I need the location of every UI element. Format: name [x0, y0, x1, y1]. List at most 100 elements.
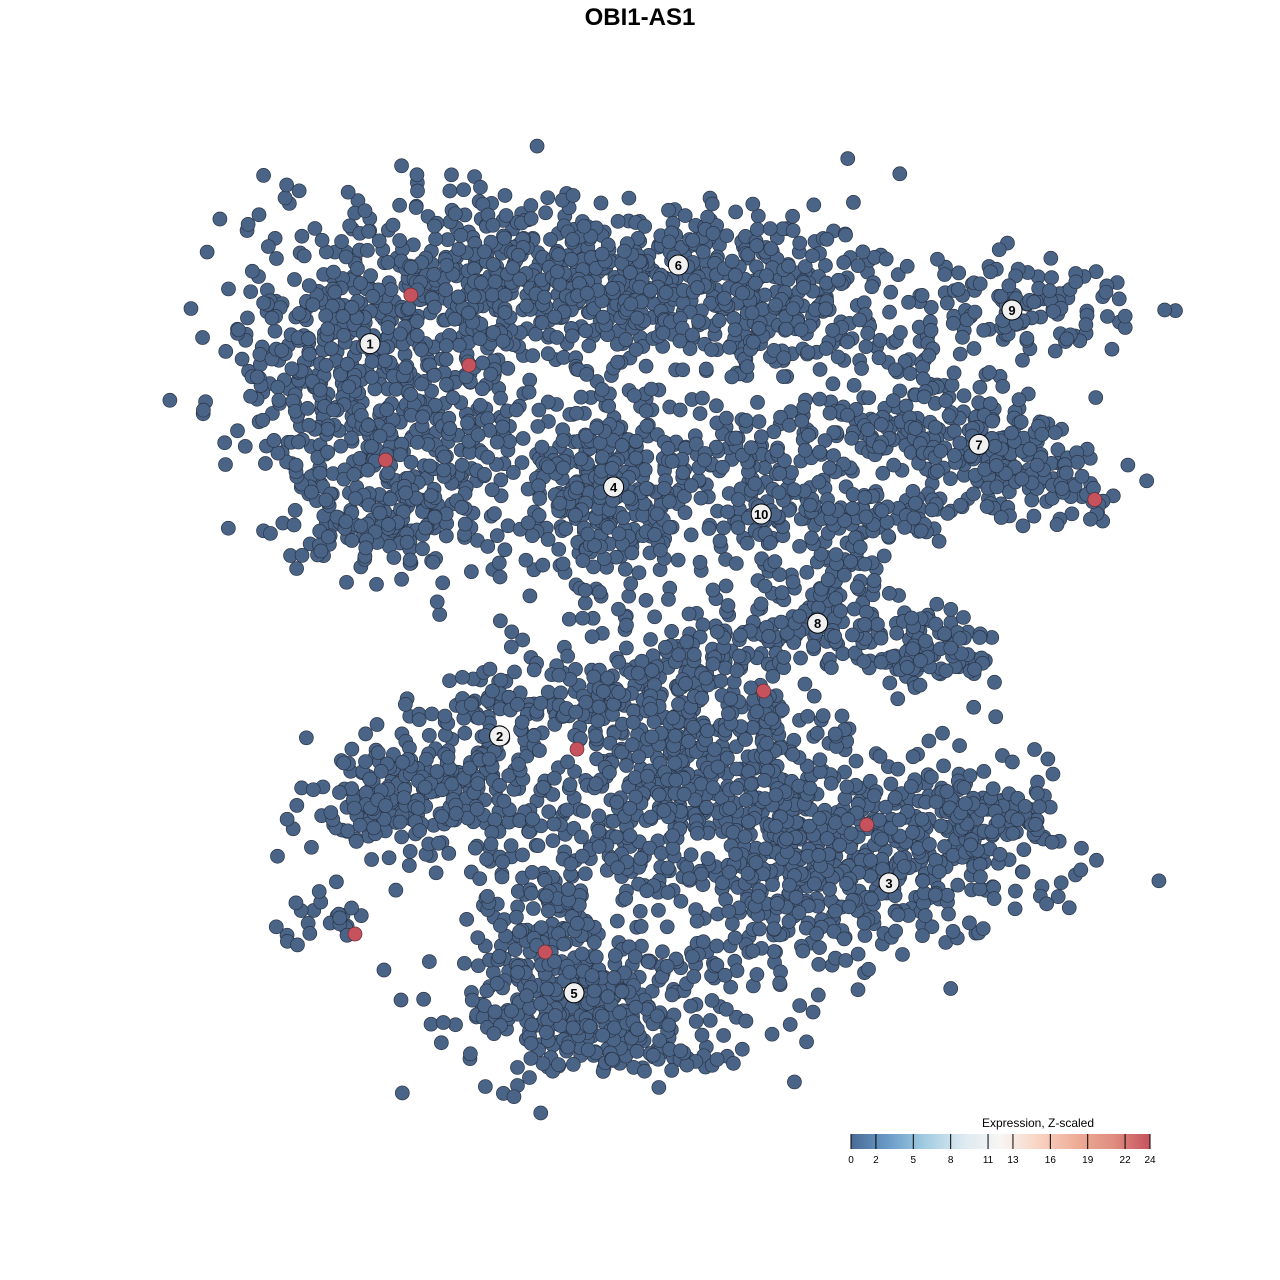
data-point — [1031, 799, 1047, 815]
data-point — [757, 578, 773, 594]
data-point — [716, 1028, 731, 1043]
data-point — [822, 460, 837, 476]
data-point — [989, 479, 1005, 495]
data-point — [655, 944, 670, 960]
data-point — [305, 782, 321, 798]
data-point — [579, 367, 595, 382]
data-point — [617, 561, 633, 577]
data-point — [785, 208, 800, 224]
data-point — [496, 230, 512, 246]
data-point — [967, 304, 983, 320]
data-point — [795, 943, 811, 959]
data-point — [602, 765, 617, 780]
data-point — [797, 442, 813, 458]
data-point — [1058, 465, 1074, 481]
data-point — [383, 282, 399, 297]
data-point — [811, 957, 827, 972]
data-point — [402, 552, 418, 568]
data-point — [905, 824, 920, 840]
data-point — [936, 758, 951, 774]
data-point — [722, 340, 737, 355]
data-point — [863, 891, 879, 907]
data-point — [448, 1017, 463, 1033]
data-point — [887, 790, 903, 806]
data-point — [812, 391, 828, 407]
data-point — [683, 847, 699, 863]
data-point — [421, 728, 437, 743]
data-point — [792, 608, 807, 624]
data-point — [627, 770, 643, 785]
data-point — [318, 492, 334, 508]
data-point — [753, 429, 769, 444]
data-point — [609, 913, 625, 929]
data-point — [888, 923, 903, 939]
data-point — [327, 284, 343, 300]
data-point — [933, 818, 949, 834]
data-point — [730, 520, 746, 536]
data-point — [888, 362, 903, 378]
data-point — [966, 341, 982, 356]
data-point — [588, 949, 604, 965]
data-point — [457, 955, 472, 971]
data-point — [496, 793, 512, 809]
data-point — [240, 310, 255, 326]
data-point — [1047, 425, 1063, 441]
data-point — [729, 761, 744, 777]
data-point — [479, 851, 494, 867]
data-point — [577, 582, 593, 598]
data-point — [647, 609, 662, 625]
data-point — [358, 726, 373, 742]
data-point — [338, 249, 354, 265]
data-point — [392, 197, 407, 213]
data-point — [643, 632, 658, 647]
data-point — [427, 299, 442, 315]
data-point — [287, 502, 303, 518]
data-point — [656, 803, 672, 818]
data-point — [1059, 331, 1075, 347]
data-point — [704, 993, 720, 1008]
data-point — [695, 244, 711, 260]
data-point — [365, 289, 381, 304]
data-point — [772, 975, 788, 991]
data-point — [629, 1044, 645, 1059]
data-point — [614, 984, 630, 999]
data-point — [727, 322, 743, 338]
data-point — [547, 309, 563, 325]
data-point — [428, 231, 443, 247]
data-point — [768, 297, 784, 313]
data-point — [856, 654, 872, 669]
data-point — [943, 640, 959, 656]
data-point — [438, 338, 454, 354]
data-point — [812, 752, 828, 768]
data-point — [614, 438, 630, 453]
data-point — [537, 289, 552, 305]
data-point — [972, 630, 988, 645]
data-point — [540, 346, 556, 361]
data-point — [360, 417, 376, 433]
data-point — [559, 802, 575, 818]
data-point — [523, 1051, 539, 1066]
data-point — [594, 1008, 610, 1024]
data-point — [944, 377, 960, 393]
data-point — [518, 552, 534, 568]
data-point — [823, 776, 839, 791]
data-point — [788, 889, 804, 905]
data-point — [545, 833, 561, 849]
data-point — [945, 924, 961, 939]
data-point — [287, 403, 303, 419]
data-point — [221, 281, 236, 297]
data-point — [523, 198, 539, 213]
data-point — [588, 728, 604, 744]
data-point — [287, 272, 302, 287]
data-point — [580, 1042, 596, 1058]
data-point — [773, 614, 789, 630]
data-point — [270, 848, 285, 864]
data-point — [1028, 816, 1043, 832]
data-point — [386, 550, 402, 565]
data-point — [1015, 352, 1030, 368]
data-point — [531, 402, 547, 418]
data-point — [622, 828, 638, 844]
data-point — [852, 312, 867, 328]
data-point — [870, 617, 885, 632]
data-point — [903, 779, 919, 794]
